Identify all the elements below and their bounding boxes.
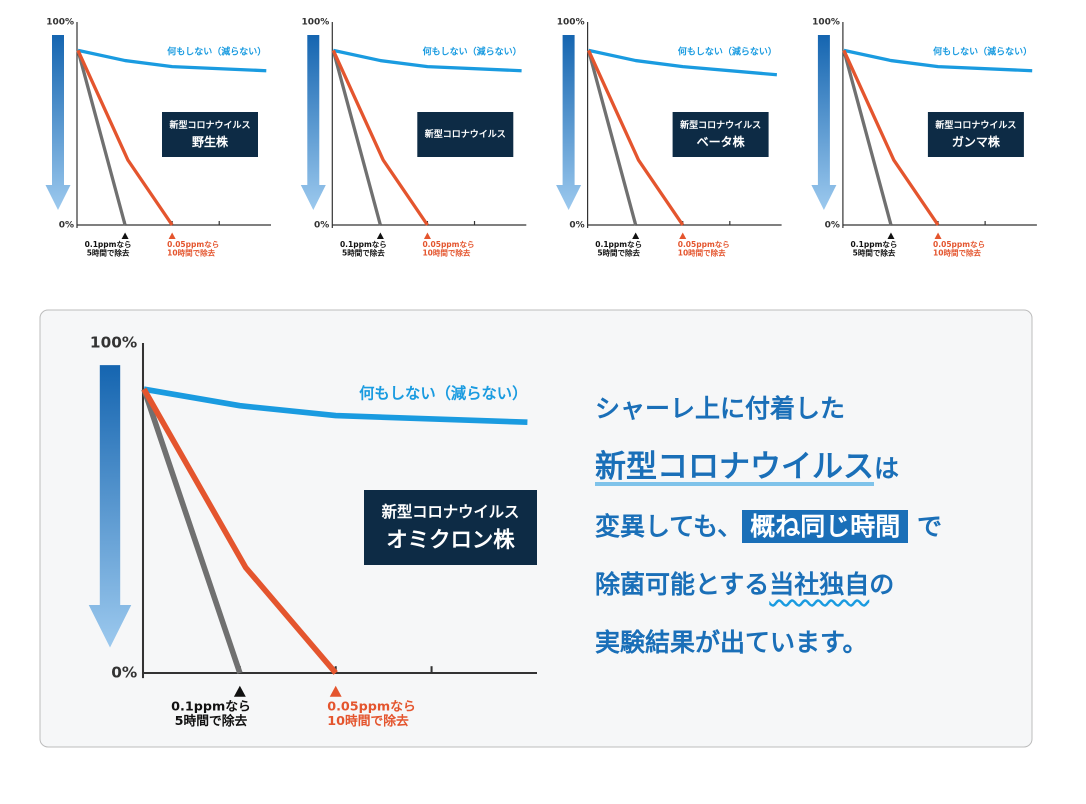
marker-triangle — [887, 232, 895, 239]
y-tick-label: 100% — [812, 18, 840, 28]
annotation: 0.1ppmなら — [340, 240, 387, 249]
annotation: 0.05ppmなら — [422, 240, 474, 249]
marker-triangle — [329, 685, 342, 697]
strain-label: オミクロン株 — [386, 528, 515, 553]
annotation: 0.1ppmなら — [171, 700, 251, 715]
marker-triangle — [423, 232, 431, 239]
marker-triangle — [679, 232, 687, 239]
annotation: 10時間で除去 — [933, 248, 981, 258]
message-line: 新型コロナウイルスは — [595, 438, 942, 498]
annotation: 5時間で除去 — [342, 248, 385, 258]
marker-triangle — [376, 232, 384, 239]
series-label: 何もしない（減らない） — [423, 46, 522, 58]
y-tick-label: 0% — [825, 221, 840, 231]
annotation: 0.05ppmなら — [933, 240, 985, 249]
text: の — [869, 570, 895, 599]
annotation: 10時間で除去 — [327, 713, 409, 729]
annotation: 5時間で除去 — [175, 713, 248, 729]
arrow — [88, 365, 132, 648]
annotation: 0.05ppmなら — [678, 240, 730, 249]
marker-triangle — [934, 232, 942, 239]
strain-label: 新型コロナウイルス — [425, 128, 506, 140]
marker-triangle — [121, 232, 129, 239]
annotation: 5時間で除去 — [597, 248, 640, 258]
annotation: 10時間で除去 — [422, 248, 470, 258]
annotation: 5時間で除去 — [87, 248, 130, 258]
highlight: 概ね同じ時間 — [742, 510, 909, 543]
arrow — [811, 35, 837, 210]
strain-label: 新型コロナウイルス — [382, 503, 520, 521]
marker-triangle — [632, 232, 640, 239]
strain-label: 野生株 — [192, 134, 229, 149]
y-tick-label: 0% — [111, 664, 137, 682]
marker-triangle — [168, 232, 176, 239]
annotation: 10時間で除去 — [678, 248, 726, 258]
y-tick-label: 0% — [314, 221, 329, 231]
y-tick-label: 100% — [301, 18, 329, 28]
arrow — [556, 35, 582, 210]
strain-label: ガンマ株 — [952, 134, 1001, 149]
message-line: 実験結果が出ています。 — [595, 614, 942, 672]
message-line: 変異しても、 概ね同じ時間 で — [595, 498, 942, 556]
arrow — [300, 35, 326, 210]
series-line — [141, 388, 243, 674]
strain-box — [364, 490, 537, 565]
strain-label: 新型コロナウイルス — [169, 119, 250, 131]
annotation: 0.1ppmなら — [595, 240, 642, 249]
strain-box — [162, 112, 258, 157]
strain-label: 新型コロナウイルス — [935, 119, 1016, 131]
annotation: 0.1ppmなら — [85, 240, 132, 249]
text: 実験結果が出ています。 — [595, 628, 868, 657]
marker-triangle — [233, 685, 246, 697]
message-line: シャーレ上に付着した — [595, 380, 942, 438]
series-line — [842, 49, 893, 226]
series-line — [332, 48, 522, 73]
text: は — [874, 454, 900, 483]
series-line — [331, 49, 429, 226]
y-tick-label: 100% — [557, 18, 585, 28]
series-label: 何もしない（減らない） — [359, 385, 527, 403]
series-line — [843, 48, 1033, 73]
message-line: 除菌可能とする当社独自の — [595, 556, 942, 614]
arrow — [45, 35, 71, 210]
series-line — [76, 49, 174, 226]
text: で — [917, 512, 943, 541]
message: シャーレ上に付着した 新型コロナウイルスは 変異しても、 概ね同じ時間 で 除菌可… — [595, 380, 942, 672]
series-line — [141, 387, 338, 675]
series-line — [587, 49, 685, 226]
annotation: 0.05ppmなら — [167, 240, 219, 249]
y-tick-label: 100% — [46, 18, 74, 28]
annotation: 0.1ppmなら — [851, 240, 898, 249]
strain-label: ベータ株 — [697, 134, 746, 149]
annotation: 5時間で除去 — [853, 248, 896, 258]
series-line — [76, 49, 127, 226]
series-line — [587, 49, 638, 226]
series-line — [842, 49, 940, 226]
strain-box — [417, 112, 514, 157]
text: 新型コロナウイルス — [595, 449, 874, 485]
annotation: 10時間で除去 — [167, 248, 215, 258]
text: シャーレ上に付着した — [595, 394, 846, 423]
text: 当社独自 — [769, 570, 870, 599]
series-line — [143, 386, 528, 426]
series-label: 何もしない（減らない） — [167, 46, 266, 58]
y-tick-label: 0% — [59, 221, 74, 231]
series-label: 何もしない（減らない） — [678, 46, 777, 58]
strain-box — [672, 112, 769, 157]
series-line — [77, 48, 267, 73]
y-tick-label: 100% — [90, 334, 137, 352]
text: 除菌可能とする — [595, 570, 770, 599]
y-tick-label: 0% — [569, 221, 584, 231]
strain-box — [927, 112, 1024, 157]
annotation: 0.05ppmなら — [327, 700, 416, 715]
text: 変異しても、 — [595, 512, 743, 541]
series-label: 何もしない（減らない） — [933, 46, 1032, 58]
series-line — [331, 49, 382, 226]
strain-label: 新型コロナウイルス — [680, 119, 761, 131]
series-line — [588, 48, 778, 77]
